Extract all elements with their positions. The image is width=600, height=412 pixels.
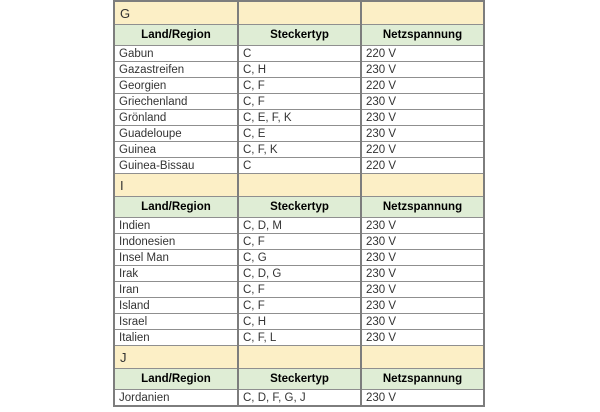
section-filler-cell [237,345,362,369]
table-row: Indien C, D, M 230 V [113,217,485,234]
netzspannung-cell: 230 V [360,93,485,110]
netzspannung-cell: 230 V [360,265,485,282]
column-header-netzspannung: Netzspannung [360,24,485,46]
netzspannung-cell: 220 V [360,141,485,158]
column-header-land: Land/Region [113,196,239,218]
netzspannung-cell: 230 V [360,281,485,298]
land-cell: Grönland [113,109,239,126]
land-cell: Griechenland [113,93,239,110]
section-filler-cell [237,173,362,197]
steckertyp-cell: C, F [237,93,362,110]
table-row: Jordanien C, D, F, G, J 230 V [113,389,485,407]
land-cell: Iran [113,281,239,298]
section-row-i: I [113,173,485,197]
column-header-steckertyp: Steckertyp [237,196,362,218]
steckertyp-cell: C, E, F, K [237,109,362,126]
netzspannung-cell: 230 V [360,61,485,78]
netzspannung-cell: 230 V [360,217,485,234]
column-header-row: Land/Region Steckertyp Netzspannung [113,196,485,218]
steckertyp-cell: C, E [237,125,362,142]
steckertyp-cell: C, F [237,297,362,314]
land-cell: Island [113,297,239,314]
plug-voltage-table-container: G Land/Region Steckertyp Netzspannung Gabun C… [113,0,485,407]
steckertyp-cell: C, F [237,77,362,94]
table-row: Griechenland C, F 230 V [113,93,485,110]
table-row: Guinea C, F, K 220 V [113,141,485,158]
section-filler-cell [360,0,485,25]
netzspannung-cell: 230 V [360,329,485,346]
netzspannung-cell: 230 V [360,125,485,142]
table-row: Italien C, F, L 230 V [113,329,485,346]
section-filler-cell [237,0,362,25]
land-cell: Indien [113,217,239,234]
land-cell: Indonesien [113,233,239,250]
steckertyp-cell: C, F [237,281,362,298]
table-row: Grönland C, E, F, K 230 V [113,109,485,126]
table-row: Guinea-Bissau C 220 V [113,157,485,174]
steckertyp-cell: C, D, F, G, J [237,389,362,407]
netzspannung-cell: 220 V [360,77,485,94]
land-cell: Insel Man [113,249,239,266]
table-row: Israel C, H 230 V [113,313,485,330]
section-letter: G [113,0,239,25]
steckertyp-cell: C, H [237,313,362,330]
column-header-land: Land/Region [113,24,239,46]
section-row-j: J [113,345,485,369]
steckertyp-cell: C [237,45,362,62]
table-row: Guadeloupe C, E 230 V [113,125,485,142]
table-row: Gazastreifen C, H 230 V [113,61,485,78]
column-header-steckertyp: Steckertyp [237,24,362,46]
column-header-land: Land/Region [113,368,239,390]
land-cell: Irak [113,265,239,282]
netzspannung-cell: 230 V [360,109,485,126]
land-cell: Guadeloupe [113,125,239,142]
land-cell: Guinea-Bissau [113,157,239,174]
steckertyp-cell: C, F, K [237,141,362,158]
land-cell: Georgien [113,77,239,94]
netzspannung-cell: 220 V [360,157,485,174]
netzspannung-cell: 230 V [360,233,485,250]
table-row: Insel Man C, G 230 V [113,249,485,266]
table-row: Gabun C 220 V [113,45,485,62]
column-header-row: Land/Region Steckertyp Netzspannung [113,368,485,390]
steckertyp-cell: C, H [237,61,362,78]
steckertyp-cell: C, D, G [237,265,362,282]
section-filler-cell [360,173,485,197]
table-row: Island C, F 230 V [113,297,485,314]
netzspannung-cell: 230 V [360,313,485,330]
column-header-netzspannung: Netzspannung [360,196,485,218]
steckertyp-cell: C, F [237,233,362,250]
netzspannung-cell: 230 V [360,297,485,314]
column-header-netzspannung: Netzspannung [360,368,485,390]
column-header-row: Land/Region Steckertyp Netzspannung [113,24,485,46]
steckertyp-cell: C, D, M [237,217,362,234]
netzspannung-cell: 220 V [360,45,485,62]
land-cell: Guinea [113,141,239,158]
netzspannung-cell: 230 V [360,249,485,266]
section-row-g: G [113,0,485,25]
land-cell: Gazastreifen [113,61,239,78]
section-letter: J [113,345,239,369]
steckertyp-cell: C, F, L [237,329,362,346]
section-letter: I [113,173,239,197]
land-cell: Gabun [113,45,239,62]
plug-voltage-table: G Land/Region Steckertyp Netzspannung Gabun C… [113,0,485,407]
steckertyp-cell: C, G [237,249,362,266]
land-cell: Italien [113,329,239,346]
table-row: Iran C, F 230 V [113,281,485,298]
netzspannung-cell: 230 V [360,389,485,407]
land-cell: Israel [113,313,239,330]
table-row: Georgien C, F 220 V [113,77,485,94]
table-row: Indonesien C, F 230 V [113,233,485,250]
section-filler-cell [360,345,485,369]
table-row: Irak C, D, G 230 V [113,265,485,282]
land-cell: Jordanien [113,389,239,407]
column-header-steckertyp: Steckertyp [237,368,362,390]
steckertyp-cell: C [237,157,362,174]
